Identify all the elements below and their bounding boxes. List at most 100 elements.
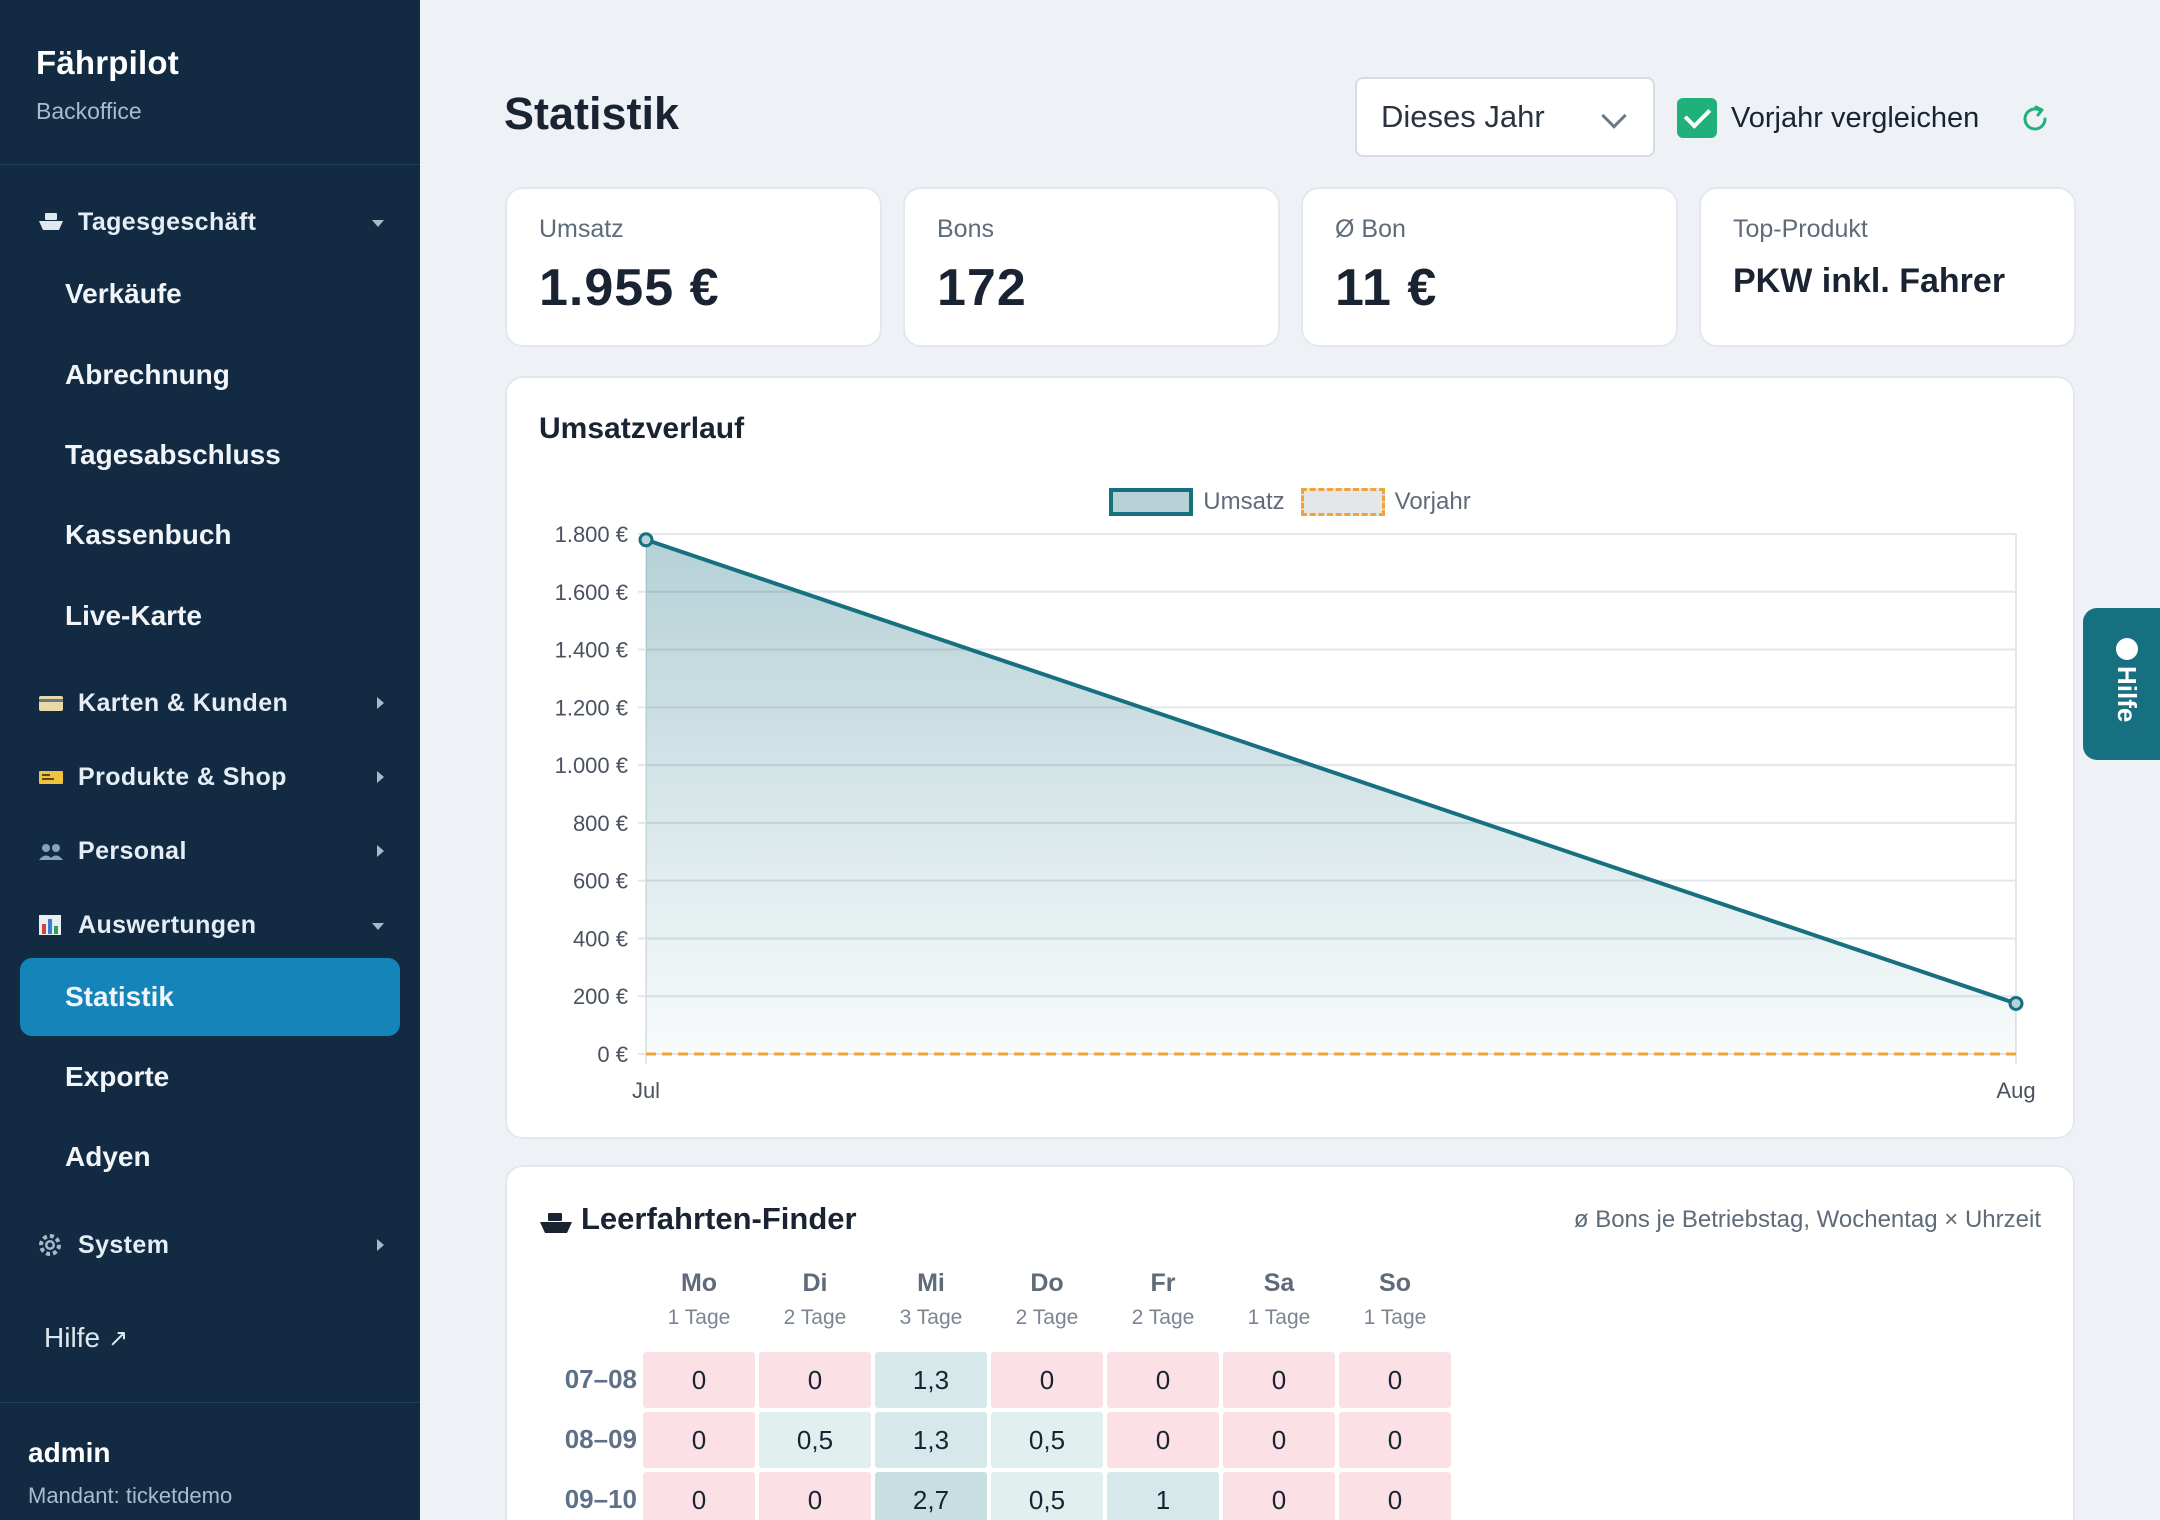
sidebar-item-live-karte[interactable]: Live-Karte <box>20 577 400 655</box>
heatmap-day-count: 3 Tage <box>899 1306 963 1329</box>
heatmap-day-name: So <box>1379 1269 1411 1297</box>
y-tick-label: 1.200 € <box>555 695 628 720</box>
legend-label: Vorjahr <box>1394 488 1471 515</box>
sidebar-item-statistik[interactable]: Statistik <box>20 958 400 1036</box>
refresh-icon[interactable] <box>2018 102 2052 136</box>
help-tab[interactable]: Hilfe <box>2083 608 2160 760</box>
help-tab-label-wrap: Hilfe <box>2111 638 2142 722</box>
page-title: Statistik <box>504 88 680 139</box>
heatmap-cell[interactable]: 0 <box>1339 1472 1451 1520</box>
heatmap-row-label: 07–08 <box>564 1364 637 1394</box>
nav-group-auswertungen[interactable]: Auswertungen <box>38 905 384 945</box>
heatmap-cell[interactable]: 0 <box>1223 1412 1335 1468</box>
sidebar-item-label: Statistik <box>65 981 174 1012</box>
heatmap-day-count: 1 Tage <box>1247 1306 1311 1329</box>
x-tick-label: Aug <box>1996 1078 2035 1103</box>
kpi-avg-bon: Ø Bon 11 € <box>1301 187 1678 347</box>
nav-group-karten-kunden[interactable]: Karten & Kunden <box>38 683 384 723</box>
nav-group-label: Tagesgeschäft <box>78 207 257 236</box>
heatmap-cell[interactable]: 0 <box>759 1472 871 1520</box>
compare-toggle[interactable]: Vorjahr vergleichen <box>1677 98 1979 138</box>
sidebar-item-label: Abrechnung <box>65 359 230 390</box>
y-tick-label: 1.800 € <box>555 522 628 547</box>
heatmap-cell[interactable]: 1,3 <box>875 1352 987 1408</box>
chevron-down-icon <box>1601 103 1627 129</box>
legend-item-vorjahr[interactable]: Vorjahr <box>1300 488 1471 516</box>
sidebar-item-tagesabschluss[interactable]: Tagesabschluss <box>20 416 400 494</box>
heatmap-cell[interactable]: 0 <box>643 1412 755 1468</box>
heatmap-day-count: 2 Tage <box>1131 1306 1195 1329</box>
chart-title: Umsatzverlauf <box>539 412 745 445</box>
nav-group-personal[interactable]: Personal <box>38 831 384 871</box>
heatmap-day-header: Mi 3 Tage <box>875 1269 987 1330</box>
heatmap-cell[interactable]: 0 <box>643 1472 755 1520</box>
chevron-down-icon <box>372 923 384 930</box>
nav-group-tagesgeschaeft[interactable]: Tagesgeschäft <box>38 202 384 242</box>
revenue-chart: 0 € 200 € 400 € 600 € 800 € 1.000 € 1.200 € 1.4… <box>555 522 2036 1103</box>
legend-swatch-umsatz <box>1109 488 1194 516</box>
heatmap-day-count: 2 Tage <box>783 1306 847 1329</box>
heatmap-cell[interactable]: 1,3 <box>875 1412 987 1468</box>
legend-item-umsatz[interactable]: Umsatz <box>1109 488 1285 516</box>
heatmap-day-name: Di <box>802 1269 828 1297</box>
sidebar-item-label: Verkäufe <box>65 278 182 309</box>
chart-icon <box>38 914 64 936</box>
series-umsatz-point <box>638 532 654 548</box>
heatmap-cell[interactable]: 0 <box>759 1352 871 1408</box>
heatmap-day-header: Do 2 Tage <box>991 1269 1103 1330</box>
heatmap-cell[interactable]: 0 <box>1223 1352 1335 1408</box>
kpi-value: 1.955 € <box>539 259 720 317</box>
kpi-umsatz: Umsatz 1.955 € <box>505 187 882 347</box>
heatmap-cell[interactable]: 0 <box>643 1352 755 1408</box>
sidebar-help-link[interactable]: Hilfe ↗ <box>44 1318 128 1358</box>
sidebar-item-abrechnung[interactable]: Abrechnung <box>20 336 400 414</box>
y-tick-label: 1.400 € <box>555 638 628 663</box>
heatmap-cell[interactable]: 1 <box>1107 1472 1219 1520</box>
heatmap-day-name: Fr <box>1150 1269 1176 1297</box>
sidebar-item-label: Kassenbuch <box>65 519 232 550</box>
compare-checkbox[interactable] <box>1677 98 1717 138</box>
heatmap-cell[interactable]: 0 <box>991 1352 1103 1408</box>
heatmap-row-label: 09–10 <box>564 1484 637 1514</box>
kpi-top-produkt: Top-Produkt PKW inkl. Fahrer <box>1699 187 2076 347</box>
sidebar-item-label: Exporte <box>65 1061 170 1092</box>
heatmap-cell[interactable]: 0 <box>1339 1412 1451 1468</box>
y-tick-label: 400 € <box>573 926 628 951</box>
heatmap-cell[interactable]: 0 <box>1223 1472 1335 1520</box>
heatmap-day-count: 1 Tage <box>667 1306 731 1329</box>
y-tick-label: 800 € <box>573 811 628 836</box>
heatmap-cell[interactable]: 0 <box>1107 1412 1219 1468</box>
heatmap-title: Leerfahrten-Finder <box>539 1201 857 1237</box>
sidebar: Fährpilot Backoffice Tagesgeschäft Verkä… <box>0 0 420 1520</box>
sidebar-item-kassenbuch[interactable]: Kassenbuch <box>20 496 400 574</box>
chevron-right-icon <box>377 1239 384 1251</box>
sidebar-item-label: Tagesabschluss <box>65 439 281 470</box>
kpi-value: 172 <box>937 259 1027 317</box>
heatmap-cell[interactable]: 0,5 <box>991 1472 1103 1520</box>
user-box[interactable]: admin Mandant: ticketdemo <box>0 1402 420 1520</box>
heatmap-day-header: Di 2 Tage <box>759 1269 871 1330</box>
heatmap-note: ø Bons je Betriebstag, Wochentag × Uhrze… <box>1573 1206 2041 1233</box>
heatmap-day-header: Sa 1 Tage <box>1223 1269 1335 1330</box>
series-umsatz-area <box>646 539 2016 1054</box>
ship-icon <box>539 1207 573 1233</box>
ticket-icon <box>38 766 64 788</box>
heatmap-cell[interactable]: 0,5 <box>759 1412 871 1468</box>
nav-group-label: Produkte & Shop <box>78 762 287 791</box>
nav-group-system[interactable]: System <box>38 1225 384 1265</box>
heatmap-cell[interactable]: 0 <box>1107 1352 1219 1408</box>
heatmap-cell[interactable]: 0,5 <box>991 1412 1103 1468</box>
chevron-right-icon <box>377 771 384 783</box>
heatmap-cell[interactable]: 2,7 <box>875 1472 987 1520</box>
sidebar-item-verkaeufe[interactable]: Verkäufe <box>20 255 400 333</box>
brand-title: Fährpilot <box>36 44 179 81</box>
period-select[interactable]: Dieses Jahr <box>1355 77 1655 157</box>
y-tick-label: 1.600 € <box>555 580 628 605</box>
kpi-value: 11 € <box>1335 259 1438 317</box>
nav-group-produkte-shop[interactable]: Produkte & Shop <box>38 757 384 797</box>
sidebar-item-exporte[interactable]: Exporte <box>20 1038 400 1116</box>
heatmap-cell[interactable]: 0 <box>1339 1352 1451 1408</box>
sidebar-item-adyen[interactable]: Adyen <box>20 1118 400 1196</box>
help-tab-label: Hilfe <box>2112 666 2142 723</box>
series-umsatz-point <box>2008 995 2024 1011</box>
